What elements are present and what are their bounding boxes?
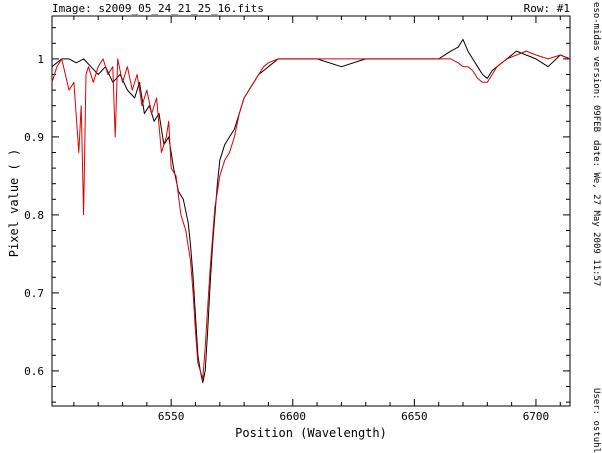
axis-ticks: 6550 6600 6650 6700 0.6 0.7 0.8 0.9 1 [24, 16, 570, 423]
image-name-label: Image: s2009_05_24_21_25_16.fits [52, 2, 264, 15]
spectrum-line-black [51, 38, 571, 384]
row-label: Row: #1 [523, 2, 570, 15]
x-axis-label: Position (Wavelength) [235, 426, 387, 440]
y-tick-label: 0.7 [24, 287, 44, 300]
spectrum-plot: 6550 6600 6650 6700 0.6 0.7 0.8 0.9 1 [24, 15, 571, 423]
series-layer [51, 38, 571, 384]
y-tick-label: 0.8 [24, 209, 44, 222]
plot-frame [51, 15, 571, 407]
y-tick-label: 1 [37, 53, 44, 66]
x-tick-label: 6600 [280, 410, 307, 423]
y-tick-label: 0.6 [24, 365, 44, 378]
x-tick-label: 6550 [158, 410, 185, 423]
y-axis-label: Pixel value ( ) [7, 148, 21, 258]
spectrum-line-red [51, 50, 571, 380]
x-tick-label: 6650 [401, 410, 428, 423]
y-tick-label: 0.9 [24, 131, 44, 144]
x-tick-label: 6700 [523, 410, 550, 423]
